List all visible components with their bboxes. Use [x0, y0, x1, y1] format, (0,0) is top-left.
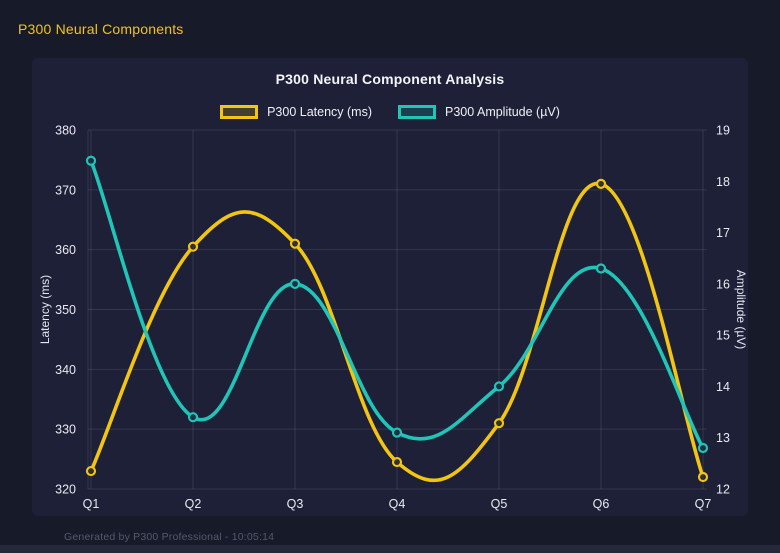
x-tick-label: Q3	[287, 497, 304, 511]
data-point-marker[interactable]	[85, 155, 97, 166]
right-axis-title: Amplitude (µV)	[734, 270, 748, 350]
right-y-tick-label: 16	[716, 277, 730, 291]
data-point-marker[interactable]	[493, 418, 505, 429]
x-tick-label: Q7	[695, 497, 712, 511]
chart-plot-area: 320 330 340 350 360 370 380 12 13 14 15 16 17 18 19 Q1 Q…	[38, 124, 748, 512]
right-y-tick-label: 18	[716, 175, 730, 189]
x-tick-label: Q4	[389, 497, 406, 511]
right-y-tick-label: 15	[716, 329, 730, 343]
right-y-tick-label: 12	[716, 483, 730, 497]
page-title: P300 Neural Components	[18, 21, 184, 37]
right-y-tick-label: 14	[716, 380, 730, 394]
legend-swatch	[220, 105, 259, 119]
chart-title: P300 Neural Component Analysis	[275, 71, 505, 87]
data-point-marker[interactable]	[289, 238, 301, 249]
data-point-marker[interactable]	[85, 465, 97, 477]
x-tick-label: Q2	[185, 497, 202, 511]
right-y-tick-label: 17	[716, 226, 730, 240]
left-y-tick-label: 370	[55, 183, 76, 197]
left-y-tick-label: 330	[55, 423, 76, 437]
left-axis-title: Latency (ms)	[38, 275, 52, 344]
data-point-marker[interactable]	[391, 456, 403, 468]
x-tick-label: Q5	[491, 497, 508, 511]
right-y-tick-label: 19	[716, 124, 730, 138]
data-point-marker[interactable]	[697, 471, 709, 483]
bottom-bar	[0, 545, 780, 553]
data-point-marker[interactable]	[493, 381, 505, 392]
left-y-tick-label: 360	[55, 243, 76, 257]
data-point-marker[interactable]	[187, 412, 199, 423]
data-point-marker[interactable]	[595, 178, 607, 189]
legend-item[interactable]: P300 Latency (ms)	[220, 105, 372, 119]
legend-label: P300 Amplitude (µV)	[445, 105, 560, 119]
data-point-marker[interactable]	[187, 241, 199, 252]
x-tick-label: Q1	[83, 497, 100, 511]
legend-swatch	[398, 105, 436, 119]
data-point-marker[interactable]	[595, 263, 607, 274]
left-y-tick-label: 380	[55, 124, 76, 138]
right-y-tick-label: 13	[716, 431, 730, 445]
data-point-marker[interactable]	[697, 442, 709, 454]
left-y-tick-label: 350	[55, 303, 76, 317]
left-y-tick-label: 340	[55, 363, 76, 377]
chart-card: P300 Neural Component Analysis P300 Late…	[32, 58, 748, 516]
chart-legend: P300 Latency (ms) P300 Amplitude (µV)	[32, 105, 748, 119]
generated-by-text: Generated by P300 Professional - 10:05:1…	[64, 531, 275, 543]
data-point-marker[interactable]	[391, 427, 403, 438]
legend-label: P300 Latency (ms)	[267, 105, 372, 119]
x-tick-label: Q6	[593, 497, 610, 511]
left-y-tick-label: 320	[55, 483, 76, 497]
data-point-marker[interactable]	[289, 278, 301, 289]
legend-item[interactable]: P300 Amplitude (µV)	[398, 105, 560, 119]
